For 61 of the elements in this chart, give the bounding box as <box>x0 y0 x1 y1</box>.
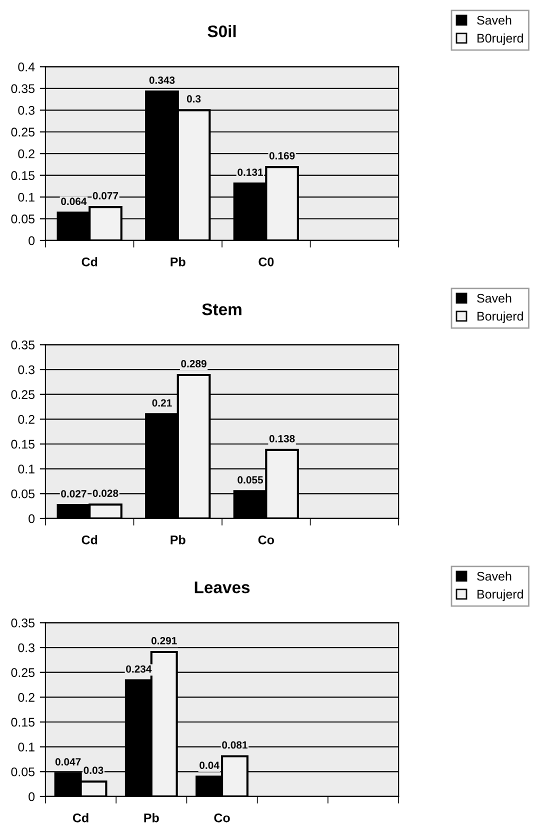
y-tick-label: 0.4 <box>18 62 35 72</box>
x-tick-label: C0 <box>258 257 274 266</box>
data-label: 0.234 <box>126 665 152 673</box>
y-tick-label: 0.1 <box>18 742 34 752</box>
data-label: 0.047 <box>55 758 81 766</box>
y-tick-label: 0.25 <box>11 128 35 137</box>
y-tick-label: 0.05 <box>11 489 35 498</box>
y-tick-label: 0.3 <box>18 365 35 374</box>
x-tick-label: Cd <box>82 257 98 266</box>
legend-label: Saveh <box>477 571 512 581</box>
y-tick-label: 0 <box>28 236 35 246</box>
data-label: 0.077 <box>92 192 118 200</box>
y-tick-label: 0.25 <box>11 390 35 400</box>
data-label: 0.138 <box>269 434 295 442</box>
chart-title: Stem <box>202 303 242 316</box>
y-tick-label: 0.1 <box>18 192 34 202</box>
data-label: 0.027 <box>61 490 86 498</box>
data-label: 0.291 <box>151 637 177 644</box>
y-tick-label: 0.3 <box>18 643 35 652</box>
y-tick-label: 0 <box>28 792 35 802</box>
y-tick-label: 0.3 <box>18 106 35 115</box>
data-label: 0.028 <box>92 490 118 497</box>
x-tick-label: Pb <box>170 257 186 266</box>
data-label: 0.064 <box>61 198 87 206</box>
legend-label: Saveh <box>477 293 512 303</box>
legend-label: Borujerd <box>478 311 523 324</box>
x-tick-label: Cd <box>72 813 88 822</box>
chart-title: S0il <box>208 25 236 38</box>
y-tick-label: 0.25 <box>11 668 35 678</box>
data-label: 0.081 <box>222 741 248 749</box>
x-tick-label: Pb <box>170 535 186 544</box>
y-tick-label: 0.05 <box>11 767 35 776</box>
legend-label: Borujerd <box>478 589 523 602</box>
y-tick-label: 0.35 <box>11 340 35 350</box>
y-tick-label: 0.15 <box>11 440 35 449</box>
y-tick-label: 0.2 <box>18 692 34 702</box>
data-label: 0.04 <box>200 762 220 769</box>
data-label: 0.131 <box>238 168 264 176</box>
y-tick-label: 0.2 <box>18 149 34 158</box>
x-tick-label: Co <box>258 535 274 544</box>
data-label: 0.055 <box>238 476 264 484</box>
data-label: 0.21 <box>152 399 172 407</box>
legend-label: B0rujerd <box>478 33 523 46</box>
x-tick-label: Pb <box>144 813 159 822</box>
data-label: 0.03 <box>84 766 104 774</box>
legend-label: Saveh <box>477 15 512 25</box>
chart-title: Leaves <box>194 582 250 594</box>
y-tick-label: 0.35 <box>11 84 35 94</box>
x-tick-label: Co <box>214 813 230 822</box>
y-tick-label: 0.1 <box>18 464 34 474</box>
data-label: 0.289 <box>181 360 206 368</box>
data-label: 0.3 <box>186 95 201 103</box>
data-label: 0.169 <box>269 152 295 160</box>
y-tick-label: 0 <box>28 514 35 524</box>
y-tick-label: 0.05 <box>11 214 35 224</box>
y-tick-label: 0.2 <box>18 414 34 424</box>
y-tick-label: 0.15 <box>11 171 35 180</box>
data-label: 0.343 <box>149 76 175 84</box>
y-tick-label: 0.35 <box>11 618 35 628</box>
x-tick-label: Cd <box>82 535 98 544</box>
y-tick-label: 0.15 <box>11 718 35 727</box>
